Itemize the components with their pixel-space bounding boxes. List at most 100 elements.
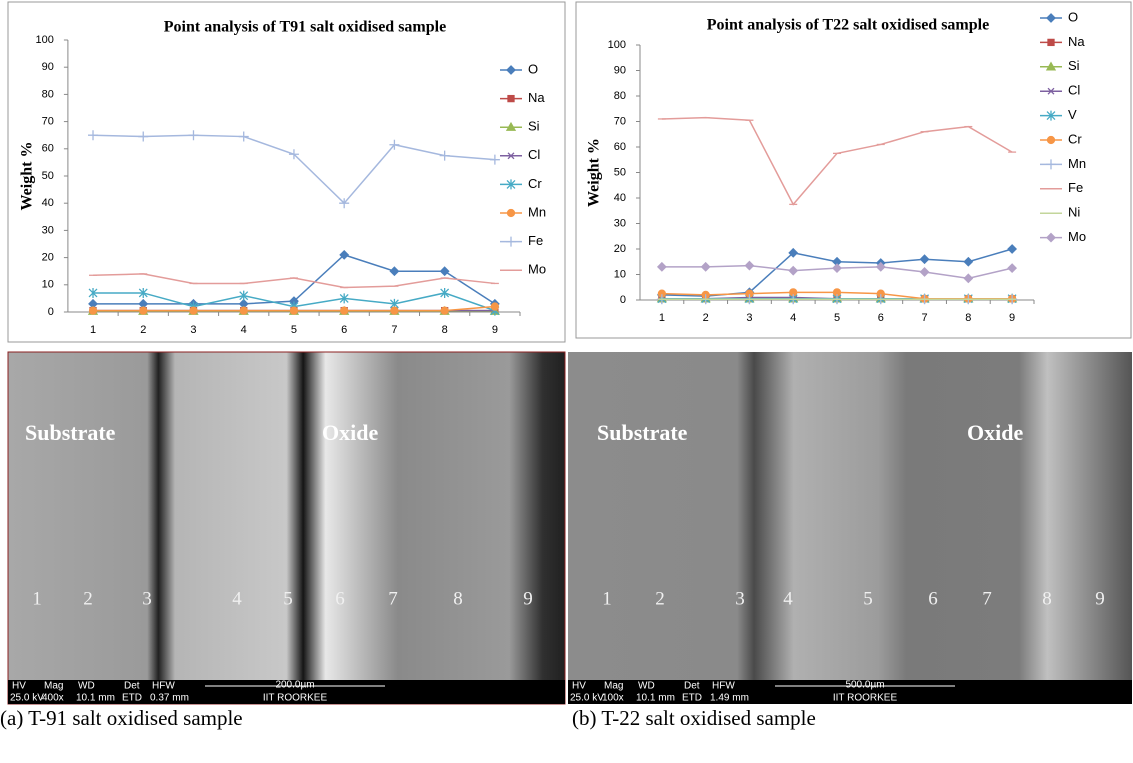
marker xyxy=(290,307,297,314)
y-tick-label: 40 xyxy=(42,197,54,209)
caption: (a) T-91 salt oxidised sample xyxy=(0,706,243,730)
info-value: 1.49 mm xyxy=(710,693,749,704)
x-tick-label: 2 xyxy=(140,324,146,336)
marker xyxy=(140,307,147,314)
chart-title: Point analysis of T91 salt oxidised samp… xyxy=(164,19,446,36)
point-label: 9 xyxy=(523,588,533,609)
info-head: Mag xyxy=(604,681,623,692)
y-tick-label: 60 xyxy=(614,141,626,153)
x-tick-label: 2 xyxy=(703,312,709,324)
point-label: 7 xyxy=(982,588,992,609)
legend-label: V xyxy=(1068,107,1077,122)
info-value: 25.0 kV xyxy=(10,693,44,704)
x-tick-label: 3 xyxy=(746,312,752,324)
legend-label: Cr xyxy=(1068,131,1082,146)
info-value: ETD xyxy=(122,693,142,704)
x-tick-label: 8 xyxy=(442,324,448,336)
point-label: 9 xyxy=(1095,588,1105,609)
marker xyxy=(1048,39,1054,45)
y-tick-label: 30 xyxy=(42,224,54,236)
sem-image xyxy=(568,352,1132,704)
point-label: 6 xyxy=(928,588,938,609)
info-head: Mag xyxy=(44,681,63,692)
figure: Point analysis of T91 salt oxidised samp… xyxy=(0,0,1133,763)
y-tick-label: 20 xyxy=(42,252,54,264)
point-label: 2 xyxy=(83,588,93,609)
y-tick-label: 30 xyxy=(614,217,626,229)
marker xyxy=(491,303,498,310)
marker xyxy=(1048,137,1055,144)
info-value: 10.1 mm xyxy=(636,693,675,704)
point-label: 3 xyxy=(735,588,745,609)
legend-label: Cl xyxy=(528,147,540,162)
y-tick-label: 0 xyxy=(48,306,54,318)
y-tick-label: 100 xyxy=(36,34,54,46)
x-tick-label: 7 xyxy=(921,312,927,324)
info-value: 0.37 mm xyxy=(150,693,189,704)
x-tick-label: 9 xyxy=(492,324,498,336)
y-tick-label: 60 xyxy=(42,143,54,155)
y-axis-label: Weight % xyxy=(586,138,603,207)
x-tick-label: 1 xyxy=(659,312,665,324)
marker xyxy=(240,307,247,314)
x-tick-label: 8 xyxy=(965,312,971,324)
institute: IIT ROORKEE xyxy=(833,693,898,704)
legend-label: Mo xyxy=(528,262,546,277)
marker xyxy=(508,210,515,217)
chart-title: Point analysis of T22 salt oxidised samp… xyxy=(707,17,989,34)
scale-label: 500.0µm xyxy=(845,680,884,691)
info-head: HFW xyxy=(712,681,735,692)
caption: (b) T-22 salt oxidised sample xyxy=(572,706,816,730)
info-value: 100x xyxy=(602,693,624,704)
info-head: HFW xyxy=(152,681,175,692)
info-value: 25.0 kV xyxy=(570,693,604,704)
y-tick-label: 90 xyxy=(42,61,54,73)
legend-label: Ni xyxy=(1068,205,1080,220)
point-label: 8 xyxy=(1042,588,1052,609)
region-label: Substrate xyxy=(597,420,688,445)
region-label: Substrate xyxy=(25,420,116,445)
marker xyxy=(508,96,514,102)
x-tick-label: 4 xyxy=(241,324,247,336)
chart-frame xyxy=(576,2,1131,338)
y-tick-label: 100 xyxy=(608,39,626,51)
marker xyxy=(441,307,448,314)
legend-label: O xyxy=(528,61,538,76)
x-tick-label: 4 xyxy=(790,312,796,324)
point-label: 3 xyxy=(142,588,152,609)
point-label: 4 xyxy=(232,588,242,609)
y-tick-label: 80 xyxy=(42,88,54,100)
y-tick-label: 40 xyxy=(614,192,626,204)
info-head: WD xyxy=(638,681,655,692)
y-tick-label: 70 xyxy=(614,115,626,127)
point-label: 1 xyxy=(602,588,612,609)
x-tick-label: 7 xyxy=(391,324,397,336)
point-label: 4 xyxy=(783,588,793,609)
point-label: 6 xyxy=(335,588,345,609)
y-tick-label: 50 xyxy=(42,170,54,182)
marker xyxy=(90,307,97,314)
info-head: WD xyxy=(78,681,95,692)
legend-label: Na xyxy=(1068,34,1085,49)
info-head: Det xyxy=(124,681,140,692)
y-tick-label: 20 xyxy=(614,243,626,255)
legend-label: Cr xyxy=(528,176,542,191)
legend-label: O xyxy=(1068,9,1078,24)
point-label: 7 xyxy=(388,588,398,609)
legend-label: Mn xyxy=(1068,156,1086,171)
x-tick-label: 6 xyxy=(878,312,884,324)
legend-label: Fe xyxy=(1068,180,1083,195)
legend-label: Cl xyxy=(1068,83,1080,98)
institute: IIT ROORKEE xyxy=(263,693,328,704)
x-tick-label: 1 xyxy=(90,324,96,336)
y-tick-label: 50 xyxy=(614,166,626,178)
x-tick-label: 6 xyxy=(341,324,347,336)
point-label: 1 xyxy=(32,588,42,609)
info-value: ETD xyxy=(682,693,702,704)
x-tick-label: 5 xyxy=(291,324,297,336)
sem-image xyxy=(8,352,565,704)
legend-label: Si xyxy=(528,119,540,134)
legend-label: Fe xyxy=(528,233,543,248)
marker xyxy=(190,307,197,314)
point-label: 5 xyxy=(863,588,873,609)
